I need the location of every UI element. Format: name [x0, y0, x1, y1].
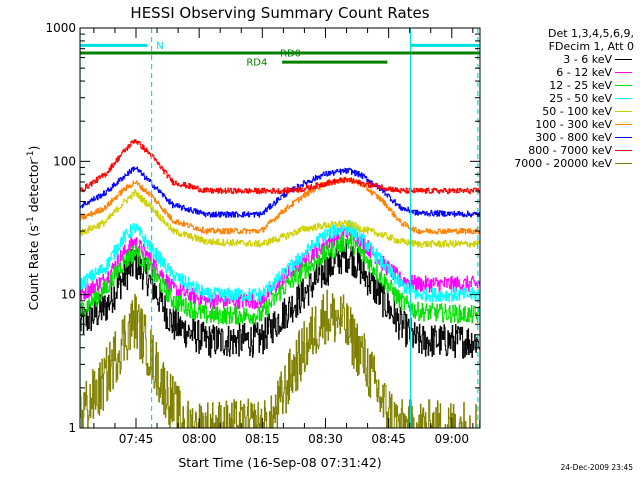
legend-entry: 3 - 6 keV — [484, 53, 634, 66]
legend-entry: 800 - 7000 keV — [484, 144, 634, 157]
series-12-25-kev-line — [80, 234, 480, 325]
legend-entry-swatch — [615, 85, 632, 86]
legend-header-line-1: Det 1,3,4,5,6,9, — [547, 27, 634, 40]
x-tick-label: 09:00 — [434, 432, 469, 446]
legend-entry-label: 7000 - 20000 keV — [514, 157, 612, 170]
legend-entry-swatch — [615, 137, 632, 138]
x-tick-label: 08:45 — [371, 432, 406, 446]
legend-entry-label: 3 - 6 keV — [563, 53, 612, 66]
y-tick-label: 1000 — [45, 21, 76, 35]
legend-entry: 100 - 300 keV — [484, 118, 634, 131]
plot-date-stamp: 24-Dec-2009 23:45 — [560, 463, 633, 472]
series-3-6-kev-line — [80, 239, 480, 359]
legend-entry: 6 - 12 keV — [484, 66, 634, 79]
x-tick-label: 08:15 — [245, 432, 280, 446]
series-7000-20000-kev-line — [80, 289, 480, 428]
series-25-50-kev-line — [80, 220, 480, 303]
series-50-100-kev-line — [80, 189, 480, 248]
state-bar-rd0-label: RD0 — [280, 48, 301, 59]
legend-entry-label: 50 - 100 keV — [542, 105, 612, 118]
legend-entry-label: 12 - 25 keV — [549, 79, 612, 92]
legend-entry-label: 25 - 50 keV — [549, 92, 612, 105]
legend-entry: 7000 - 20000 keV — [484, 157, 634, 170]
legend-entry: 50 - 100 keV — [484, 105, 634, 118]
y-tick-label: 1 — [68, 421, 76, 435]
legend-header-line-2: FDecim 1, Att 0 — [548, 40, 634, 53]
y-tick-label: 100 — [53, 154, 76, 168]
legend-entry-swatch — [615, 111, 632, 112]
legend-entry-label: 300 - 800 keV — [535, 131, 612, 144]
y-axis-label: Count Rate (s-1 detector-1) — [26, 146, 41, 311]
y-tick-label: 10 — [61, 288, 76, 302]
legend-entry-swatch — [615, 150, 632, 151]
legend-entry-swatch — [615, 98, 632, 99]
state-bar-n-label: N — [156, 41, 163, 52]
x-tick-label: 07:45 — [119, 432, 154, 446]
legend-entry-swatch — [615, 124, 632, 125]
x-axis-label: Start Time (16-Sep-08 07:31:42) — [178, 455, 381, 470]
legend-entry-label: 6 - 12 keV — [556, 66, 612, 79]
legend-entry-swatch — [615, 163, 632, 164]
legend: Det 1,3,4,5,6,9, FDecim 1, Att 0 3 - 6 k… — [484, 27, 634, 170]
plot-area: N RD0 RD4 — [80, 28, 480, 428]
x-tick-label: 08:00 — [182, 432, 217, 446]
legend-entry: 12 - 25 keV — [484, 79, 634, 92]
x-tick-label: 08:30 — [308, 432, 343, 446]
chart-title: HESSI Observing Summary Count Rates — [130, 4, 429, 22]
series-800-7000-kev-line — [80, 139, 480, 195]
legend-entry-label: 800 - 7000 keV — [528, 144, 612, 157]
legend-entry-swatch — [615, 59, 632, 60]
legend-entry: 25 - 50 keV — [484, 92, 634, 105]
legend-entry-swatch — [615, 72, 632, 73]
legend-entry: 300 - 800 keV — [484, 131, 634, 144]
legend-entry-label: 100 - 300 keV — [535, 118, 612, 131]
series-100-300-kev-line — [80, 176, 480, 235]
plot-frame — [79, 27, 481, 429]
series-300-800-kev-line — [80, 166, 480, 218]
state-bar-rd4-label: RD4 — [246, 58, 267, 69]
